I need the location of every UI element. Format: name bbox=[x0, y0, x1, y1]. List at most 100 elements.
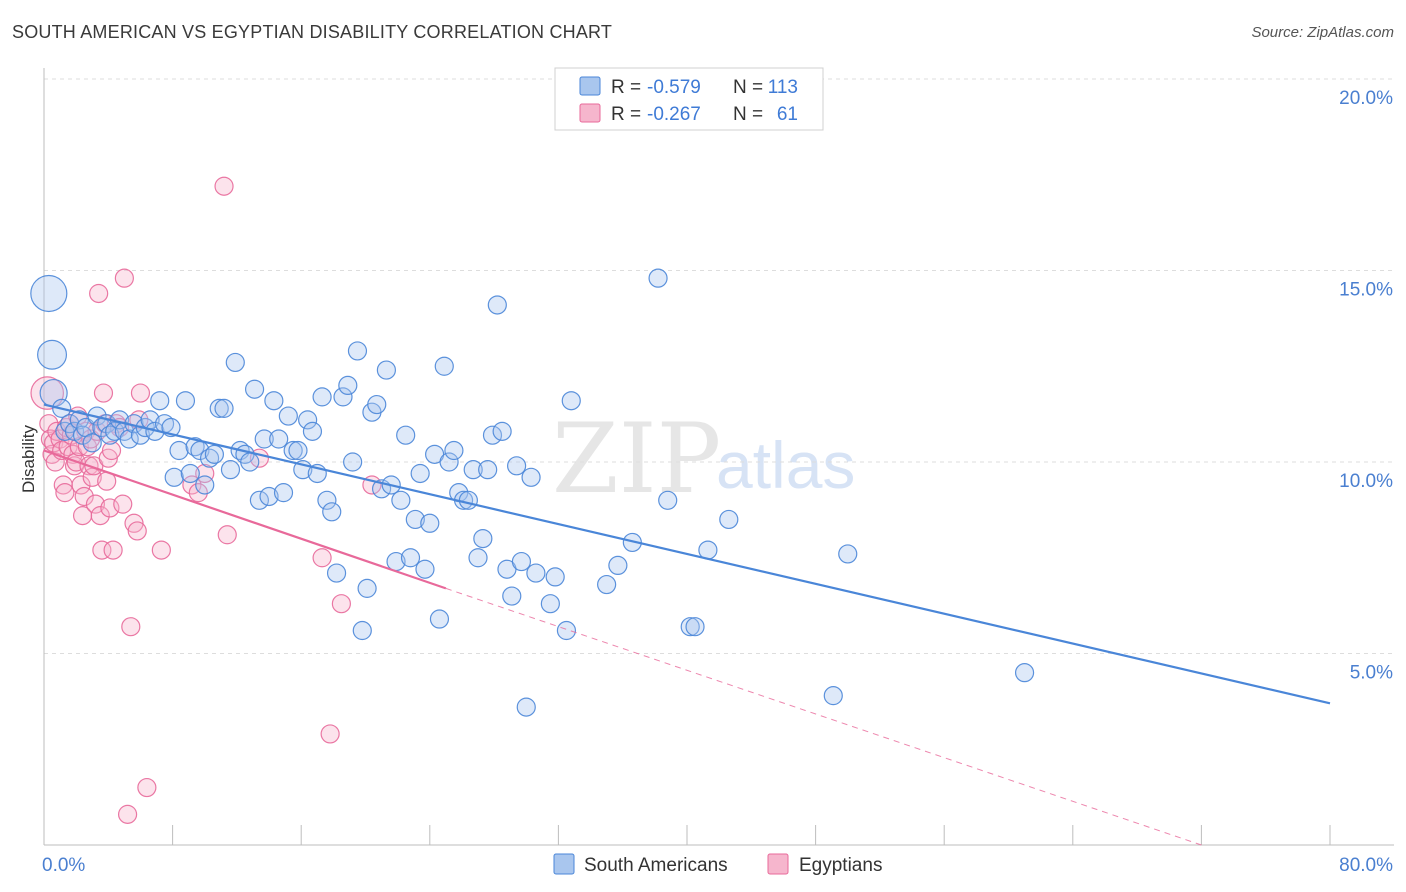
south-americans-point-45 bbox=[254, 429, 274, 449]
legend-n-label-2: N = bbox=[733, 104, 763, 125]
legend-r-value-1: -0.579 bbox=[647, 77, 701, 98]
south-americans-point-39 bbox=[225, 352, 245, 373]
south-americans-point-30 bbox=[180, 463, 200, 484]
south-americans-point-43 bbox=[244, 379, 265, 399]
south-americans-point-79 bbox=[420, 513, 440, 533]
y-tick-label-2: 15.0% bbox=[1339, 280, 1393, 301]
egyptians-point-32 bbox=[90, 506, 110, 526]
south-americans-point-116 bbox=[838, 544, 858, 564]
south-americans-point-38 bbox=[220, 460, 241, 480]
egyptians-point-38 bbox=[100, 498, 120, 518]
south-americans-point-10 bbox=[82, 433, 102, 453]
south-americans-point-112 bbox=[685, 617, 705, 637]
chart-source: Source: ZipAtlas.com bbox=[1251, 24, 1394, 41]
south-americans-point-55 bbox=[302, 421, 323, 441]
south-americans-point-58 bbox=[317, 490, 337, 510]
egyptians-point-60 bbox=[320, 724, 340, 744]
egyptians-point-10 bbox=[55, 483, 75, 503]
south-americans-point-24 bbox=[150, 391, 170, 411]
egyptians-point-43 bbox=[113, 494, 133, 514]
south-americans-point-29 bbox=[175, 391, 196, 411]
south-americans-point-107 bbox=[608, 555, 628, 576]
south-americans-point-100 bbox=[521, 467, 541, 487]
egyptians-point-57 bbox=[217, 525, 237, 545]
south-americans-point-18 bbox=[119, 429, 139, 449]
egyptians-point-61 bbox=[331, 594, 351, 614]
egyptians-point-20 bbox=[71, 475, 91, 495]
south-americans-point-91 bbox=[478, 460, 498, 480]
south-americans-point-73 bbox=[391, 490, 411, 510]
legend-n-value-1: 113 bbox=[768, 77, 798, 98]
south-americans-point-110 bbox=[658, 490, 678, 510]
south-americans-point-46 bbox=[259, 486, 279, 507]
south-americans-point-51 bbox=[283, 440, 303, 461]
south-americans-point-1 bbox=[37, 339, 68, 370]
south-americans-point-87 bbox=[458, 490, 478, 510]
egyptians-point-34 bbox=[93, 383, 114, 403]
south-americans-point-63 bbox=[343, 452, 363, 472]
south-americans-point-76 bbox=[405, 509, 425, 530]
south-americans-point-84 bbox=[444, 440, 464, 461]
egyptians-point-31 bbox=[89, 283, 109, 304]
south-americans-point-83 bbox=[439, 452, 459, 472]
south-americans-point-64 bbox=[347, 341, 368, 361]
bottom-legend-label-south-americans: South Americans bbox=[584, 855, 728, 876]
south-americans-point-65 bbox=[352, 620, 372, 641]
south-americans-point-28 bbox=[169, 440, 189, 461]
egyptians-point-51 bbox=[137, 777, 157, 798]
south-americans-point-88 bbox=[463, 460, 483, 480]
south-americans-point-50 bbox=[278, 406, 298, 426]
south-americans-point-102 bbox=[540, 594, 560, 614]
watermark-zip: ZIP bbox=[552, 403, 721, 515]
south-americans-point-115 bbox=[823, 686, 843, 706]
egyptians-point-56 bbox=[214, 176, 234, 196]
south-americans-point-81 bbox=[429, 609, 450, 629]
south-americans-point-93 bbox=[487, 295, 507, 315]
egyptians-point-46 bbox=[121, 617, 141, 637]
south-americans-point-105 bbox=[561, 391, 581, 411]
south-americans-point-37 bbox=[214, 398, 234, 418]
south-americans-point-70 bbox=[376, 360, 396, 380]
legend-r-value-2: -0.267 bbox=[647, 104, 701, 125]
egyptians-point-44 bbox=[114, 268, 134, 288]
y-axis-label: Disability bbox=[19, 424, 38, 493]
south-americans-point-60 bbox=[326, 563, 347, 583]
south-americans-point-104 bbox=[556, 620, 577, 641]
south-americans-point-47 bbox=[264, 391, 284, 411]
egyptians-point-22 bbox=[74, 486, 94, 507]
legend-r-label-1: R = bbox=[611, 77, 641, 98]
south-americans-point-99 bbox=[516, 697, 536, 717]
south-americans-point-82 bbox=[434, 356, 454, 376]
egyptians-trend-line-extension bbox=[445, 587, 1202, 846]
south-americans-point-89 bbox=[468, 548, 488, 568]
x-tick-label-1: 80.0% bbox=[1339, 855, 1393, 876]
south-americans-point-75 bbox=[400, 548, 421, 568]
legend-swatch-egyptians bbox=[579, 103, 601, 123]
y-tick-label-1: 10.0% bbox=[1339, 471, 1393, 492]
egyptians-trend-line bbox=[43, 449, 447, 590]
south-americans-point-36 bbox=[209, 398, 229, 418]
legend-n-value-2: 61 bbox=[777, 104, 798, 125]
egyptians-point-52 bbox=[151, 540, 171, 560]
south-americans-point-101 bbox=[526, 563, 546, 583]
south-americans-point-33 bbox=[195, 475, 215, 495]
legend: R = -0.579 N = 113 R = -0.267 N = 61 bbox=[554, 67, 824, 131]
y-tick-label-0: 5.0% bbox=[1350, 663, 1393, 684]
legend-swatch-south-americans bbox=[579, 76, 601, 96]
south-americans-point-61 bbox=[333, 387, 353, 407]
x-tick-labels: 0.0% 80.0% bbox=[42, 855, 1393, 876]
south-americans-point-97 bbox=[507, 456, 527, 476]
watermark: ZIP atlas bbox=[552, 403, 855, 515]
egyptians-point-45 bbox=[117, 804, 138, 824]
south-americans-point-62 bbox=[338, 375, 358, 395]
south-americans-point-78 bbox=[415, 559, 435, 579]
watermark-atlas: atlas bbox=[716, 428, 855, 502]
south-americans-point-90 bbox=[473, 528, 493, 549]
egyptians-point-39 bbox=[101, 440, 122, 461]
south-americans-point-0 bbox=[30, 274, 68, 313]
south-americans-point-59 bbox=[322, 502, 342, 522]
south-americans-point-48 bbox=[269, 429, 289, 449]
legend-n-label-1: N = bbox=[733, 77, 763, 98]
bottom-legend-swatch-south-americans bbox=[553, 853, 575, 875]
y-tick-labels: 5.0% 10.0% 15.0% 20.0% bbox=[1339, 88, 1393, 684]
